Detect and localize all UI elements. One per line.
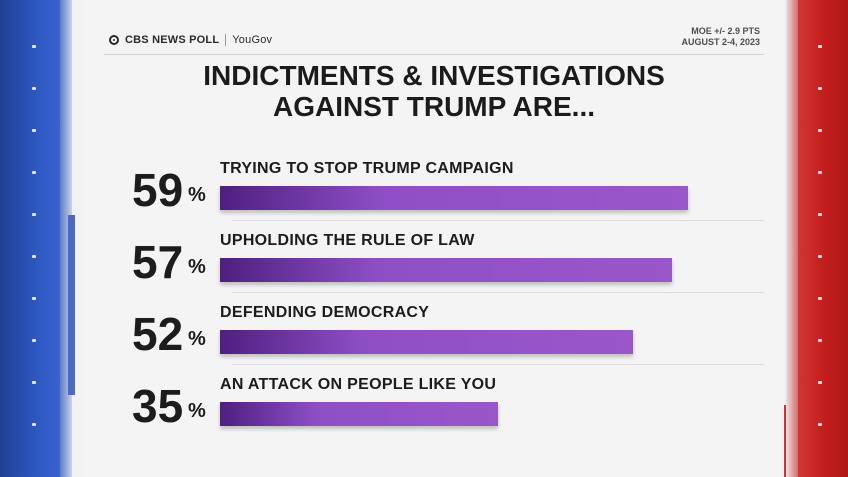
chart-title-line-2: AGAINST TRUMP ARE... <box>272 91 595 122</box>
moe-label: MOE +/- 2.9 PTS <box>691 26 760 36</box>
band-dot <box>818 339 822 342</box>
moe-info: MOE +/- 2.9 PTS AUGUST 2-4, 2023 <box>681 26 760 48</box>
band-dot <box>818 87 822 90</box>
band-dot <box>818 423 822 426</box>
bar-category-label: UPHOLDING THE RULE OF LAW <box>220 232 475 249</box>
left-blue-band <box>0 0 70 477</box>
bar-row: 57% UPHOLDING THE RULE OF LAW <box>84 222 784 293</box>
band-dot <box>818 297 822 300</box>
band-dot <box>32 213 36 216</box>
bar-track <box>220 258 750 286</box>
poll-panel: CBS NEWS POLL YouGov MOE +/- 2.9 PTS AUG… <box>84 0 784 477</box>
band-dot <box>818 213 822 216</box>
poll-date: AUGUST 2-4, 2023 <box>681 37 760 47</box>
band-dot <box>32 255 36 258</box>
header-divider <box>104 54 764 55</box>
left-band-accent <box>68 215 75 395</box>
bar-value-label: 59% <box>132 164 214 216</box>
bar-value-label: 52% <box>132 308 214 360</box>
bar-row: 52% DEFENDING DEMOCRACY <box>84 294 784 365</box>
brand-divider <box>225 34 227 46</box>
band-dot <box>32 297 36 300</box>
band-dot <box>818 171 822 174</box>
bar-track <box>220 330 750 358</box>
bar-value-percent-sign: % <box>188 256 206 278</box>
bar-category-label: AN ATTACK ON PEOPLE LIKE YOU <box>220 376 497 393</box>
bar-category-label: DEFENDING DEMOCRACY <box>220 304 430 321</box>
bar-value-number: 57 <box>132 236 184 288</box>
band-dot <box>32 171 36 174</box>
bar-category-label: TRYING TO STOP TRUMP CAMPAIGN <box>220 160 514 177</box>
bar-value-number: 52 <box>132 308 184 360</box>
band-dot <box>32 129 36 132</box>
row-divider <box>232 292 764 293</box>
chart-title-line-1: INDICTMENTS & INVESTIGATIONS <box>203 60 665 91</box>
band-dot <box>32 423 36 426</box>
bar-row: 35% AN ATTACK ON PEOPLE LIKE YOU <box>84 366 784 436</box>
band-dot <box>32 339 36 342</box>
bar-value-percent-sign: % <box>188 400 206 422</box>
bar-track <box>220 402 750 430</box>
band-dot <box>32 45 36 48</box>
band-dot <box>32 87 36 90</box>
bar <box>220 186 688 210</box>
row-divider <box>232 364 764 365</box>
row-divider <box>232 220 764 221</box>
cbs-eye-icon <box>109 35 119 45</box>
bar <box>220 330 633 354</box>
bar <box>220 402 498 426</box>
band-dot <box>818 129 822 132</box>
bar <box>220 258 672 282</box>
bar-chart: 59% TRYING TO STOP TRUMP CAMPAIGN 57% UPHOL… <box>84 150 784 440</box>
brand-cbs-label: CBS NEWS POLL <box>125 34 220 46</box>
bar-track <box>220 186 750 214</box>
right-red-band <box>793 0 848 477</box>
brand-yougov-label: YouGov <box>232 34 273 46</box>
bar-value-number: 59 <box>132 164 184 216</box>
bar-value-label: 57% <box>132 236 214 288</box>
band-dot <box>32 381 36 384</box>
chart-title: INDICTMENTS & INVESTIGATIONS AGAINST TRU… <box>84 60 784 122</box>
band-dot <box>818 255 822 258</box>
right-band-edge <box>786 0 798 477</box>
bar-value-number: 35 <box>132 380 184 432</box>
bar-value-label: 35% <box>132 380 214 432</box>
band-dot <box>818 381 822 384</box>
bar-value-percent-sign: % <box>188 328 206 350</box>
bar-value-percent-sign: % <box>188 184 206 206</box>
bar-row: 59% TRYING TO STOP TRUMP CAMPAIGN <box>84 150 784 221</box>
header-brand: CBS NEWS POLL YouGov <box>109 34 272 46</box>
band-dot <box>818 45 822 48</box>
